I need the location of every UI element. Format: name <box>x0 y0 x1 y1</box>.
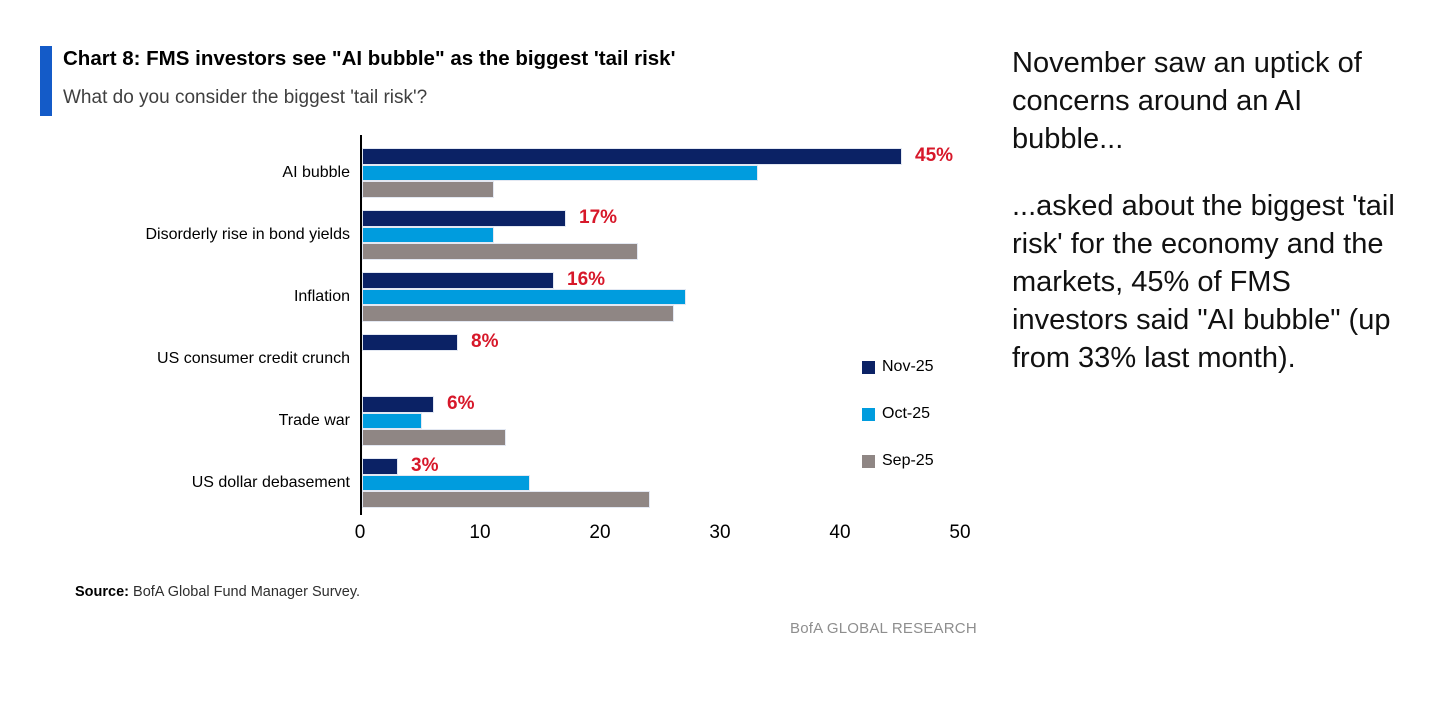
x-tick-label: 50 <box>949 522 971 543</box>
bar-oct-25-cat1 <box>362 226 494 243</box>
bar-nov-25-cat2 <box>362 272 554 289</box>
legend-item-nov-25: Nov-25 <box>862 357 934 377</box>
x-tick-label: 0 <box>354 522 366 543</box>
x-tick-label: 40 <box>829 522 851 543</box>
commentary-para-2: ...asked about the biggest 'tail risk' f… <box>1012 190 1395 374</box>
category-label: Disorderly rise in bond yields <box>145 225 350 243</box>
bar-nov-25-cat3 <box>362 334 458 351</box>
legend-swatch-icon <box>862 360 875 374</box>
bar-nov-25-cat4 <box>362 396 434 413</box>
chart-subtitle: What do you consider the biggest 'tail r… <box>63 87 428 108</box>
source-label: Source: <box>75 584 129 600</box>
legend-item-sep-25: Sep-25 <box>862 451 934 471</box>
legend-item-oct-25: Oct-25 <box>862 404 934 424</box>
x-tick-label: 30 <box>709 522 731 543</box>
source-text: BofA Global Fund Manager Survey. <box>133 584 361 600</box>
bofa-global-research-label: BofA GLOBAL RESEARCH <box>790 620 977 637</box>
bar-nov-25-cat5 <box>362 458 398 475</box>
x-axis: 0 10 20 30 40 50 <box>355 522 971 550</box>
commentary: November saw an uptick of concerns aroun… <box>1012 44 1412 406</box>
category-label: Inflation <box>293 287 350 305</box>
bar-oct-25-cat5 <box>362 474 530 491</box>
legend-label: Oct-25 <box>882 405 931 422</box>
category-label: Trade war <box>278 411 350 429</box>
bar-oct-25-cat4 <box>362 412 422 429</box>
bar-sep-25-cat4 <box>362 429 506 446</box>
data-label: 3% <box>411 455 439 477</box>
data-label: 16% <box>567 269 606 291</box>
category-label: AI bubble <box>282 163 350 181</box>
bar-sep-25-cat2 <box>362 305 674 322</box>
legend: Nov-25 Oct-25 Sep-25 <box>862 357 934 498</box>
source-note: Source: BofA Global Fund Manager Survey. <box>75 584 360 600</box>
legend-label: Nov-25 <box>882 358 934 375</box>
title-accent-bar <box>40 46 52 116</box>
data-label: 17% <box>579 207 618 229</box>
category-axis: AI bubble Disorderly rise in bond yields I… <box>60 135 350 515</box>
bar-oct-25-cat0 <box>362 164 758 181</box>
x-tick-label: 20 <box>589 522 611 543</box>
bar-sep-25-cat5 <box>362 491 650 508</box>
legend-label: Sep-25 <box>882 452 934 469</box>
commentary-para-1: November saw an uptick of concerns aroun… <box>1012 47 1362 155</box>
plot-area: 45% 17% 16% 8% 6% 3% <box>360 135 962 515</box>
bar-nov-25-cat0 <box>362 148 902 165</box>
category-label: US dollar debasement <box>191 473 350 491</box>
legend-swatch-icon <box>862 454 875 468</box>
bar-sep-25-cat0 <box>362 181 494 198</box>
chart-title: Chart 8: FMS investors see "AI bubble" a… <box>63 47 676 70</box>
data-label: 6% <box>447 393 475 415</box>
x-tick-label: 10 <box>469 522 491 543</box>
category-label: US consumer credit crunch <box>157 349 350 367</box>
legend-swatch-icon <box>862 407 875 421</box>
bar-oct-25-cat2 <box>362 288 686 305</box>
data-label: 8% <box>471 331 499 353</box>
bar-sep-25-cat1 <box>362 243 638 260</box>
data-label: 45% <box>915 145 954 167</box>
bar-nov-25-cat1 <box>362 210 566 227</box>
